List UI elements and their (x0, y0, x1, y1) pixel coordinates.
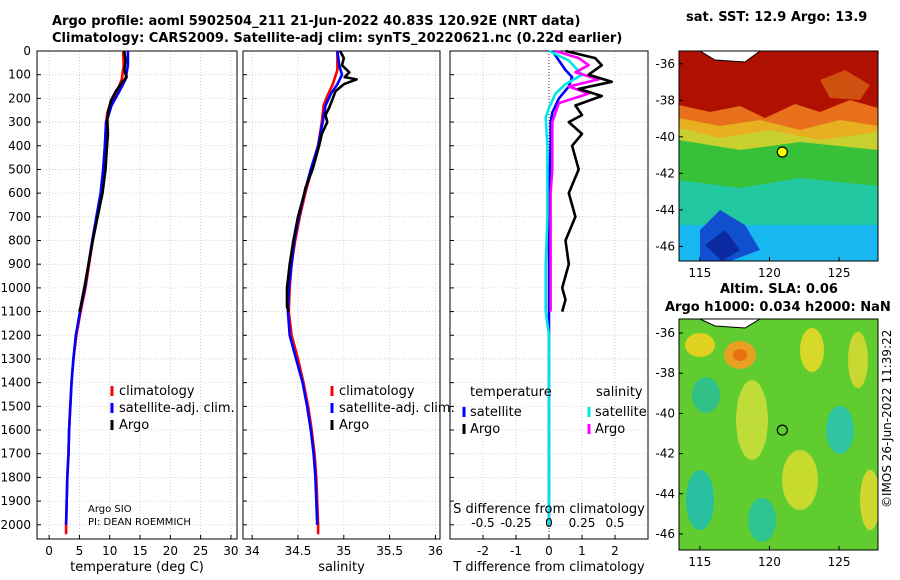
map-xtick-label: 125 (828, 555, 851, 569)
sst-map-frame (678, 50, 879, 262)
ytick-label: 700 (8, 210, 31, 224)
ytick-label: 100 (8, 68, 31, 82)
sst-argo-marker (776, 146, 788, 158)
ytick-label: 1900 (0, 494, 31, 508)
sla-argo-marker (776, 424, 788, 436)
ytick-label: 2000 (0, 518, 31, 532)
ytick-label: 1700 (0, 447, 31, 461)
ytick-label: 1200 (0, 328, 31, 342)
xlabel-temperature: temperature (deg C) (70, 560, 204, 575)
panel-bg-salinity (243, 51, 440, 539)
map-xtick-label: 120 (758, 266, 781, 280)
ytick-label: 400 (8, 139, 31, 153)
xtick-label: 35 (336, 544, 351, 558)
sla-map-subtitle: Argo h1000: 0.034 h2000: NaN (665, 300, 891, 315)
legend-label: Argo (119, 418, 149, 433)
map-xtick-label: 125 (828, 266, 851, 280)
series-line-argo (78, 50, 128, 312)
ytick-label: 800 (8, 234, 31, 248)
map-ytick-label: -44 (655, 203, 675, 217)
ytick-label: 1400 (0, 376, 31, 390)
legend-header: temperature (470, 385, 552, 400)
map-xtick-label: 115 (688, 555, 711, 569)
credit-line2: PI: DEAN ROEMMICH (88, 517, 191, 528)
map-ytick-label: -38 (655, 93, 675, 107)
xlabel-difference: T difference from climatology (452, 560, 645, 575)
legend-label: Argo (339, 418, 369, 433)
xtick-label: 2 (611, 544, 619, 558)
xtick-label: 15 (132, 544, 147, 558)
xtick-label: 5 (76, 544, 84, 558)
xtick-label: 35.5 (376, 544, 403, 558)
credit-line1: Argo SIO (88, 504, 132, 515)
map-ytick-label: -36 (655, 57, 675, 71)
ytick-label: 900 (8, 257, 31, 271)
ytick-label: 200 (8, 91, 31, 105)
s-tick-label: 0 (545, 516, 553, 530)
ytick-label: 1000 (0, 281, 31, 295)
series-line-s-argo (549, 49, 600, 312)
xtick-label: 36 (428, 544, 443, 558)
s-tick-label: 0.25 (569, 516, 596, 530)
map-ytick-label: -40 (655, 130, 675, 144)
ytick-label: 300 (8, 115, 31, 129)
panel-bg-temperature (37, 51, 237, 539)
xtick-label: 1 (578, 544, 586, 558)
sla-map-frame (678, 318, 879, 551)
xlabel-salinity: salinity (318, 560, 365, 575)
legend-label: satellite-adj. clim. (119, 401, 235, 416)
sla-map (679, 319, 878, 550)
map-xtick-label: 115 (688, 266, 711, 280)
series-line-satellite-adj-clim- (286, 50, 344, 525)
xtick-label: 0 (545, 544, 553, 558)
xtick-label: 30 (223, 544, 238, 558)
xtick-label: 34.5 (285, 544, 312, 558)
legend-label: Argo (595, 422, 625, 437)
series-line-t-argo (560, 49, 613, 312)
map-ytick-label: -42 (655, 166, 675, 180)
xtick-label: 25 (193, 544, 208, 558)
ytick-label: 600 (8, 186, 31, 200)
legend-label: satellite (470, 405, 522, 420)
s-tick-label: 0.5 (605, 516, 624, 530)
ytick-label: 0 (23, 44, 31, 58)
xtick-label: 20 (163, 544, 178, 558)
legend-label: climatology (119, 384, 195, 399)
ytick-label: 500 (8, 162, 31, 176)
map-ytick-label: -46 (655, 527, 675, 541)
map-xtick-label: 120 (758, 555, 781, 569)
legend-header: salinity (596, 385, 643, 400)
series-line-argo (285, 50, 358, 313)
ytick-label: 1300 (0, 352, 31, 366)
map-ytick-label: -46 (655, 239, 675, 253)
panel-frame-temperature (36, 50, 238, 540)
sst-map-title: sat. SST: 12.9 Argo: 13.9 (686, 10, 868, 25)
map-ytick-label: -38 (655, 366, 675, 380)
legend-label: climatology (339, 384, 415, 399)
figure-title-line1: Argo profile: aoml 5902504_211 21-Jun-20… (52, 14, 581, 29)
xtick-label: 34 (245, 544, 260, 558)
legend-label: satellite (595, 405, 647, 420)
series-line-t-satellite (547, 50, 574, 525)
xtick-label: -2 (477, 544, 489, 558)
xtick-label: 0 (45, 544, 53, 558)
ytick-label: 1500 (0, 399, 31, 413)
ytick-label: 1600 (0, 423, 31, 437)
ytick-label: 1100 (0, 305, 31, 319)
map-ytick-label: -44 (655, 487, 675, 501)
figure-title-line2: Climatology: CARS2009. Satellite-adj cli… (52, 31, 623, 46)
xtick-label: 10 (102, 544, 117, 558)
xtick-label: -1 (510, 544, 522, 558)
sla-map-title: Altim. SLA: 0.06 (720, 282, 838, 297)
map-ytick-label: -42 (655, 447, 675, 461)
ytick-label: 1800 (0, 470, 31, 484)
s-xlabel: S difference from climatology (453, 502, 645, 517)
map-ytick-label: -40 (655, 406, 675, 420)
legend-label: satellite-adj. clim. (339, 401, 455, 416)
legend-label: Argo (470, 422, 500, 437)
map-ytick-label: -36 (655, 326, 675, 340)
s-tick-label: -0.5 (471, 516, 494, 530)
s-tick-label: -0.25 (500, 516, 531, 530)
